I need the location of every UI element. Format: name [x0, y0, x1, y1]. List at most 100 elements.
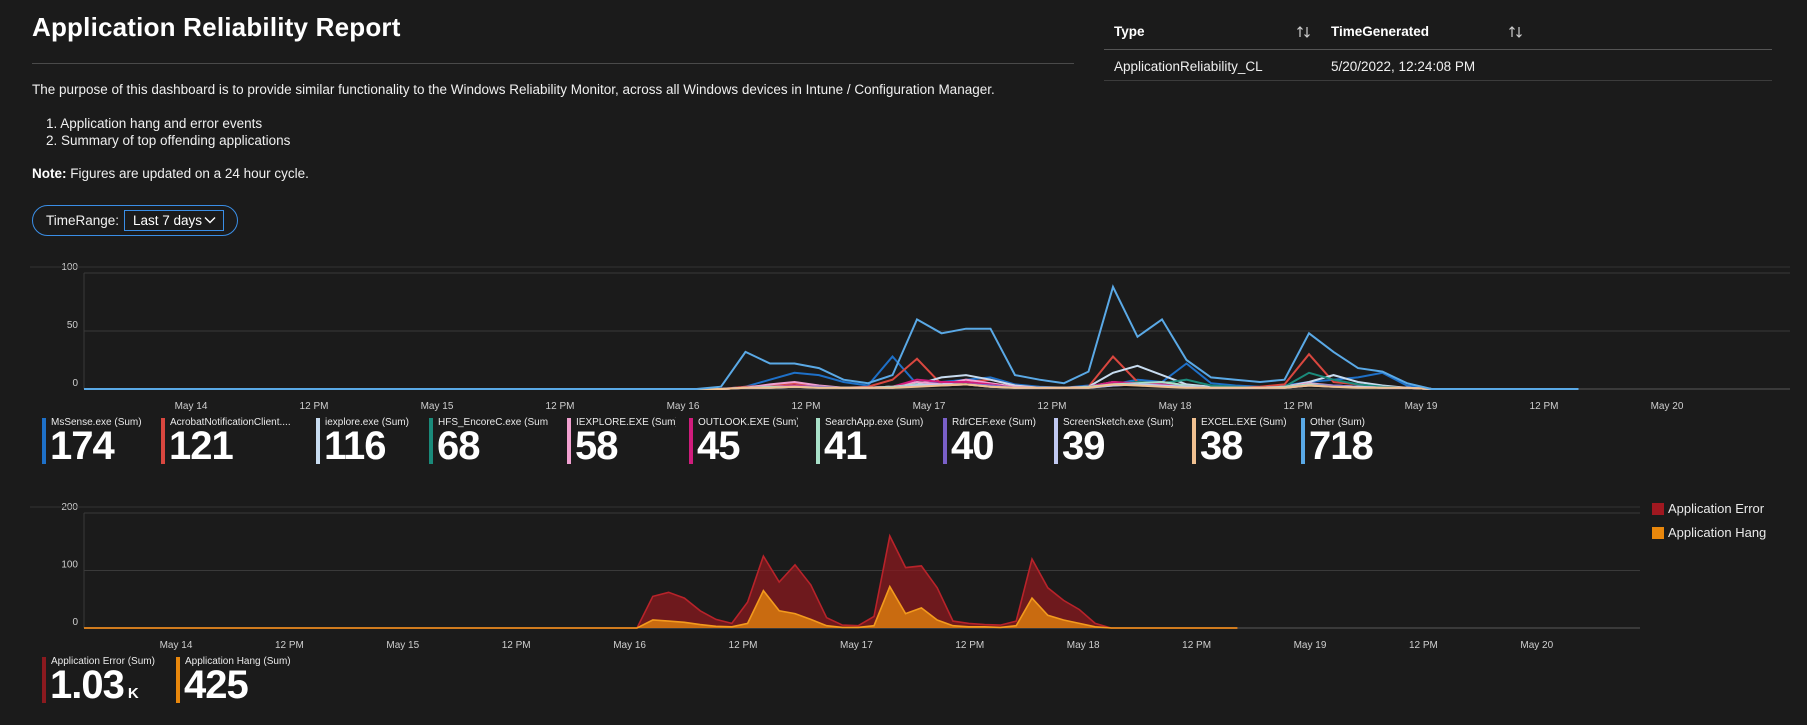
header-divider — [1104, 49, 1772, 50]
x-tick-label: May 15 — [421, 401, 454, 412]
list-item: 2. Summary of top offending applications — [46, 133, 291, 148]
tile-label: AcrobatNotificationClient.... — [170, 417, 291, 428]
x-tick-label: 12 PM — [1038, 401, 1067, 412]
legend-label: Application Error — [1668, 501, 1765, 516]
tile-color-bar — [1054, 418, 1058, 464]
x-tick-label: 12 PM — [792, 401, 821, 412]
tile-color-bar — [176, 657, 180, 703]
y-tick-label: 0 — [72, 378, 78, 389]
tile-label: IEXPLORE.EXE (Sum) — [576, 417, 676, 428]
x-tick-label: May 16 — [667, 401, 700, 412]
x-tick-label: May 17 — [840, 640, 873, 651]
tile-color-bar — [816, 418, 820, 464]
x-tick-label: 12 PM — [275, 640, 304, 651]
x-tick-label: 12 PM — [1409, 640, 1438, 651]
row-divider — [1104, 80, 1772, 81]
tile-value: 41 — [824, 424, 867, 468]
tile-label: SearchApp.exe (Sum) — [825, 417, 924, 428]
x-tick-label: 12 PM — [546, 401, 575, 412]
note-text: Figures are updated on a 24 hour cycle. — [66, 166, 309, 181]
x-tick-label: 12 PM — [1530, 401, 1559, 412]
time-range-parameter: TimeRange: Last 7 days — [32, 205, 238, 236]
tile-color-bar — [1192, 418, 1196, 464]
report-goals-list: 1. Application hang and error events 2. … — [46, 115, 290, 149]
x-tick-label: May 19 — [1405, 401, 1438, 412]
x-tick-label: May 16 — [613, 640, 646, 651]
series-area — [84, 536, 1238, 628]
sort-icon[interactable] — [1296, 24, 1312, 40]
table-cell-type: ApplicationReliability_CL — [1114, 59, 1263, 74]
tile-value: 38 — [1200, 424, 1243, 468]
x-tick-label: May 20 — [1651, 401, 1684, 412]
list-item: 1. Application hang and error events — [46, 116, 263, 131]
tile-label: Other (Sum) — [1310, 417, 1366, 428]
x-tick-label: May 17 — [913, 401, 946, 412]
tile-label: Application Hang (Sum) — [185, 656, 291, 667]
tile-value: 68 — [437, 424, 480, 468]
update-note: Note: Figures are updated on a 24 hour c… — [32, 166, 309, 181]
x-tick-label: 12 PM — [1182, 640, 1211, 651]
tile-color-bar — [943, 418, 947, 464]
sort-icon[interactable] — [1508, 24, 1524, 40]
tile-label: EXCEL.EXE (Sum) — [1201, 417, 1287, 428]
tile-color-bar — [42, 418, 46, 464]
series-line — [84, 284, 1579, 390]
x-tick-label: 12 PM — [1284, 401, 1313, 412]
x-tick-label: May 15 — [386, 640, 419, 651]
tile-color-bar — [316, 418, 320, 464]
x-tick-label: 12 PM — [729, 640, 758, 651]
x-tick-label: 12 PM — [300, 401, 329, 412]
x-tick-label: May 18 — [1067, 640, 1100, 651]
y-tick-label: 50 — [67, 320, 79, 331]
tile-value: 58 — [575, 424, 618, 468]
x-tick-label: May 18 — [1159, 401, 1192, 412]
table-cell-timegenerated: 5/20/2022, 12:24:08 PM — [1331, 59, 1476, 74]
tile-value: 45 — [697, 424, 740, 468]
tile-value: 116 — [324, 424, 387, 468]
column-header-type[interactable]: Type — [1114, 24, 1145, 39]
tile-value: 174 — [50, 424, 115, 468]
time-range-label: TimeRange: — [46, 213, 120, 228]
legend-swatch — [1652, 503, 1664, 515]
tile-value: 425 — [184, 663, 249, 707]
tile-unit: K — [127, 685, 139, 702]
tile-label: ScreenSketch.exe (Sum) — [1063, 417, 1173, 428]
tile-color-bar — [689, 418, 693, 464]
legend-label: Application Hang — [1668, 525, 1767, 540]
tile-label: iexplore.exe (Sum) — [325, 417, 409, 428]
report-description: The purpose of this dashboard is to prov… — [32, 82, 995, 97]
page-title: Application Reliability Report — [32, 12, 401, 42]
tile-color-bar — [161, 418, 165, 464]
tile-color-bar — [429, 418, 433, 464]
tile-label: OUTLOOK.EXE (Sum) — [698, 417, 798, 428]
tile-value: 718 — [1309, 424, 1374, 468]
y-tick-label: 100 — [61, 560, 78, 571]
x-tick-label: May 19 — [1294, 640, 1327, 651]
tile-value: 1.03 K — [50, 663, 139, 707]
tile-color-bar — [1301, 418, 1305, 464]
note-label: Note: — [32, 166, 67, 181]
tile-label: RdrCEF.exe (Sum) — [952, 417, 1036, 428]
x-tick-label: May 14 — [175, 401, 208, 412]
series-line — [84, 584, 1238, 629]
tile-value: 39 — [1062, 424, 1105, 468]
y-tick-label: 0 — [72, 617, 78, 628]
x-tick-label: 12 PM — [955, 640, 984, 651]
tile-value: 40 — [951, 424, 994, 468]
time-range-dropdown[interactable]: Last 7 days — [124, 210, 224, 231]
chevron-down-icon — [204, 217, 216, 224]
tile-value: 121 — [169, 424, 234, 468]
tile-label: HFS_EncoreC.exe (Sum) — [438, 417, 548, 428]
column-header-timegenerated[interactable]: TimeGenerated — [1331, 24, 1430, 39]
tile-label: MsSense.exe (Sum) — [51, 417, 142, 428]
tile-label: Application Error (Sum) — [51, 656, 155, 667]
tile-color-bar — [42, 657, 46, 703]
time-range-value: Last 7 days — [133, 213, 203, 228]
x-tick-label: May 20 — [1520, 640, 1553, 651]
tile-color-bar — [567, 418, 571, 464]
x-tick-label: May 14 — [160, 640, 193, 651]
title-divider — [32, 63, 1074, 64]
x-tick-label: 12 PM — [502, 640, 531, 651]
